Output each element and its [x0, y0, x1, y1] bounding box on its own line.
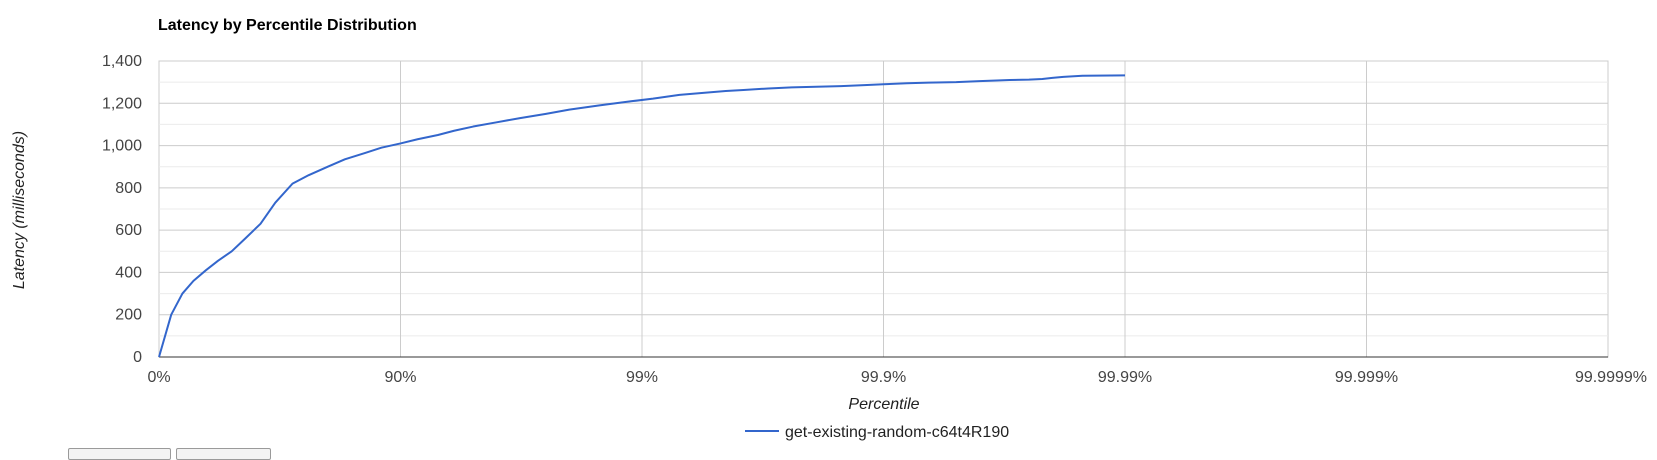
- series-lines: [158, 74, 1126, 358]
- y-tick-label: 200: [115, 307, 142, 324]
- grid-lines: [158, 60, 1609, 358]
- y-axis-label: Latency (milliseconds): [11, 131, 28, 289]
- chart-control-button-2[interactable]: [176, 448, 271, 460]
- x-axis-ticks: 0% 90% 99% 99.9% 99.99% 99.999% 99.9999%: [147, 369, 1647, 386]
- series-line: [158, 74, 1126, 358]
- y-tick-label: 800: [115, 180, 142, 197]
- y-tick-label: 1,200: [102, 95, 142, 112]
- x-tick-label: 99.9999%: [1575, 369, 1647, 386]
- y-tick-label: 600: [115, 222, 142, 239]
- legend[interactable]: get-existing-random-c64t4R190: [745, 424, 1009, 441]
- x-tick-label: 99.999%: [1335, 369, 1398, 386]
- chart-control-button-1[interactable]: [68, 448, 171, 460]
- y-tick-label: 1,400: [102, 53, 142, 70]
- x-tick-label: 99%: [626, 369, 658, 386]
- y-tick-label: 1,000: [102, 138, 142, 155]
- y-tick-label: 0: [133, 349, 142, 366]
- x-tick-label: 99.99%: [1098, 369, 1152, 386]
- x-axis-label: Percentile: [848, 396, 919, 413]
- x-tick-label: 0%: [147, 369, 170, 386]
- x-tick-label: 99.9%: [861, 369, 906, 386]
- y-tick-label: 400: [115, 264, 142, 281]
- x-tick-label: 90%: [384, 369, 416, 386]
- y-axis-ticks: 0 200 400 600 800 1,000 1,200 1,400: [102, 53, 142, 366]
- chart-title: Latency by Percentile Distribution: [158, 17, 417, 34]
- legend-entry[interactable]: get-existing-random-c64t4R190: [785, 424, 1009, 441]
